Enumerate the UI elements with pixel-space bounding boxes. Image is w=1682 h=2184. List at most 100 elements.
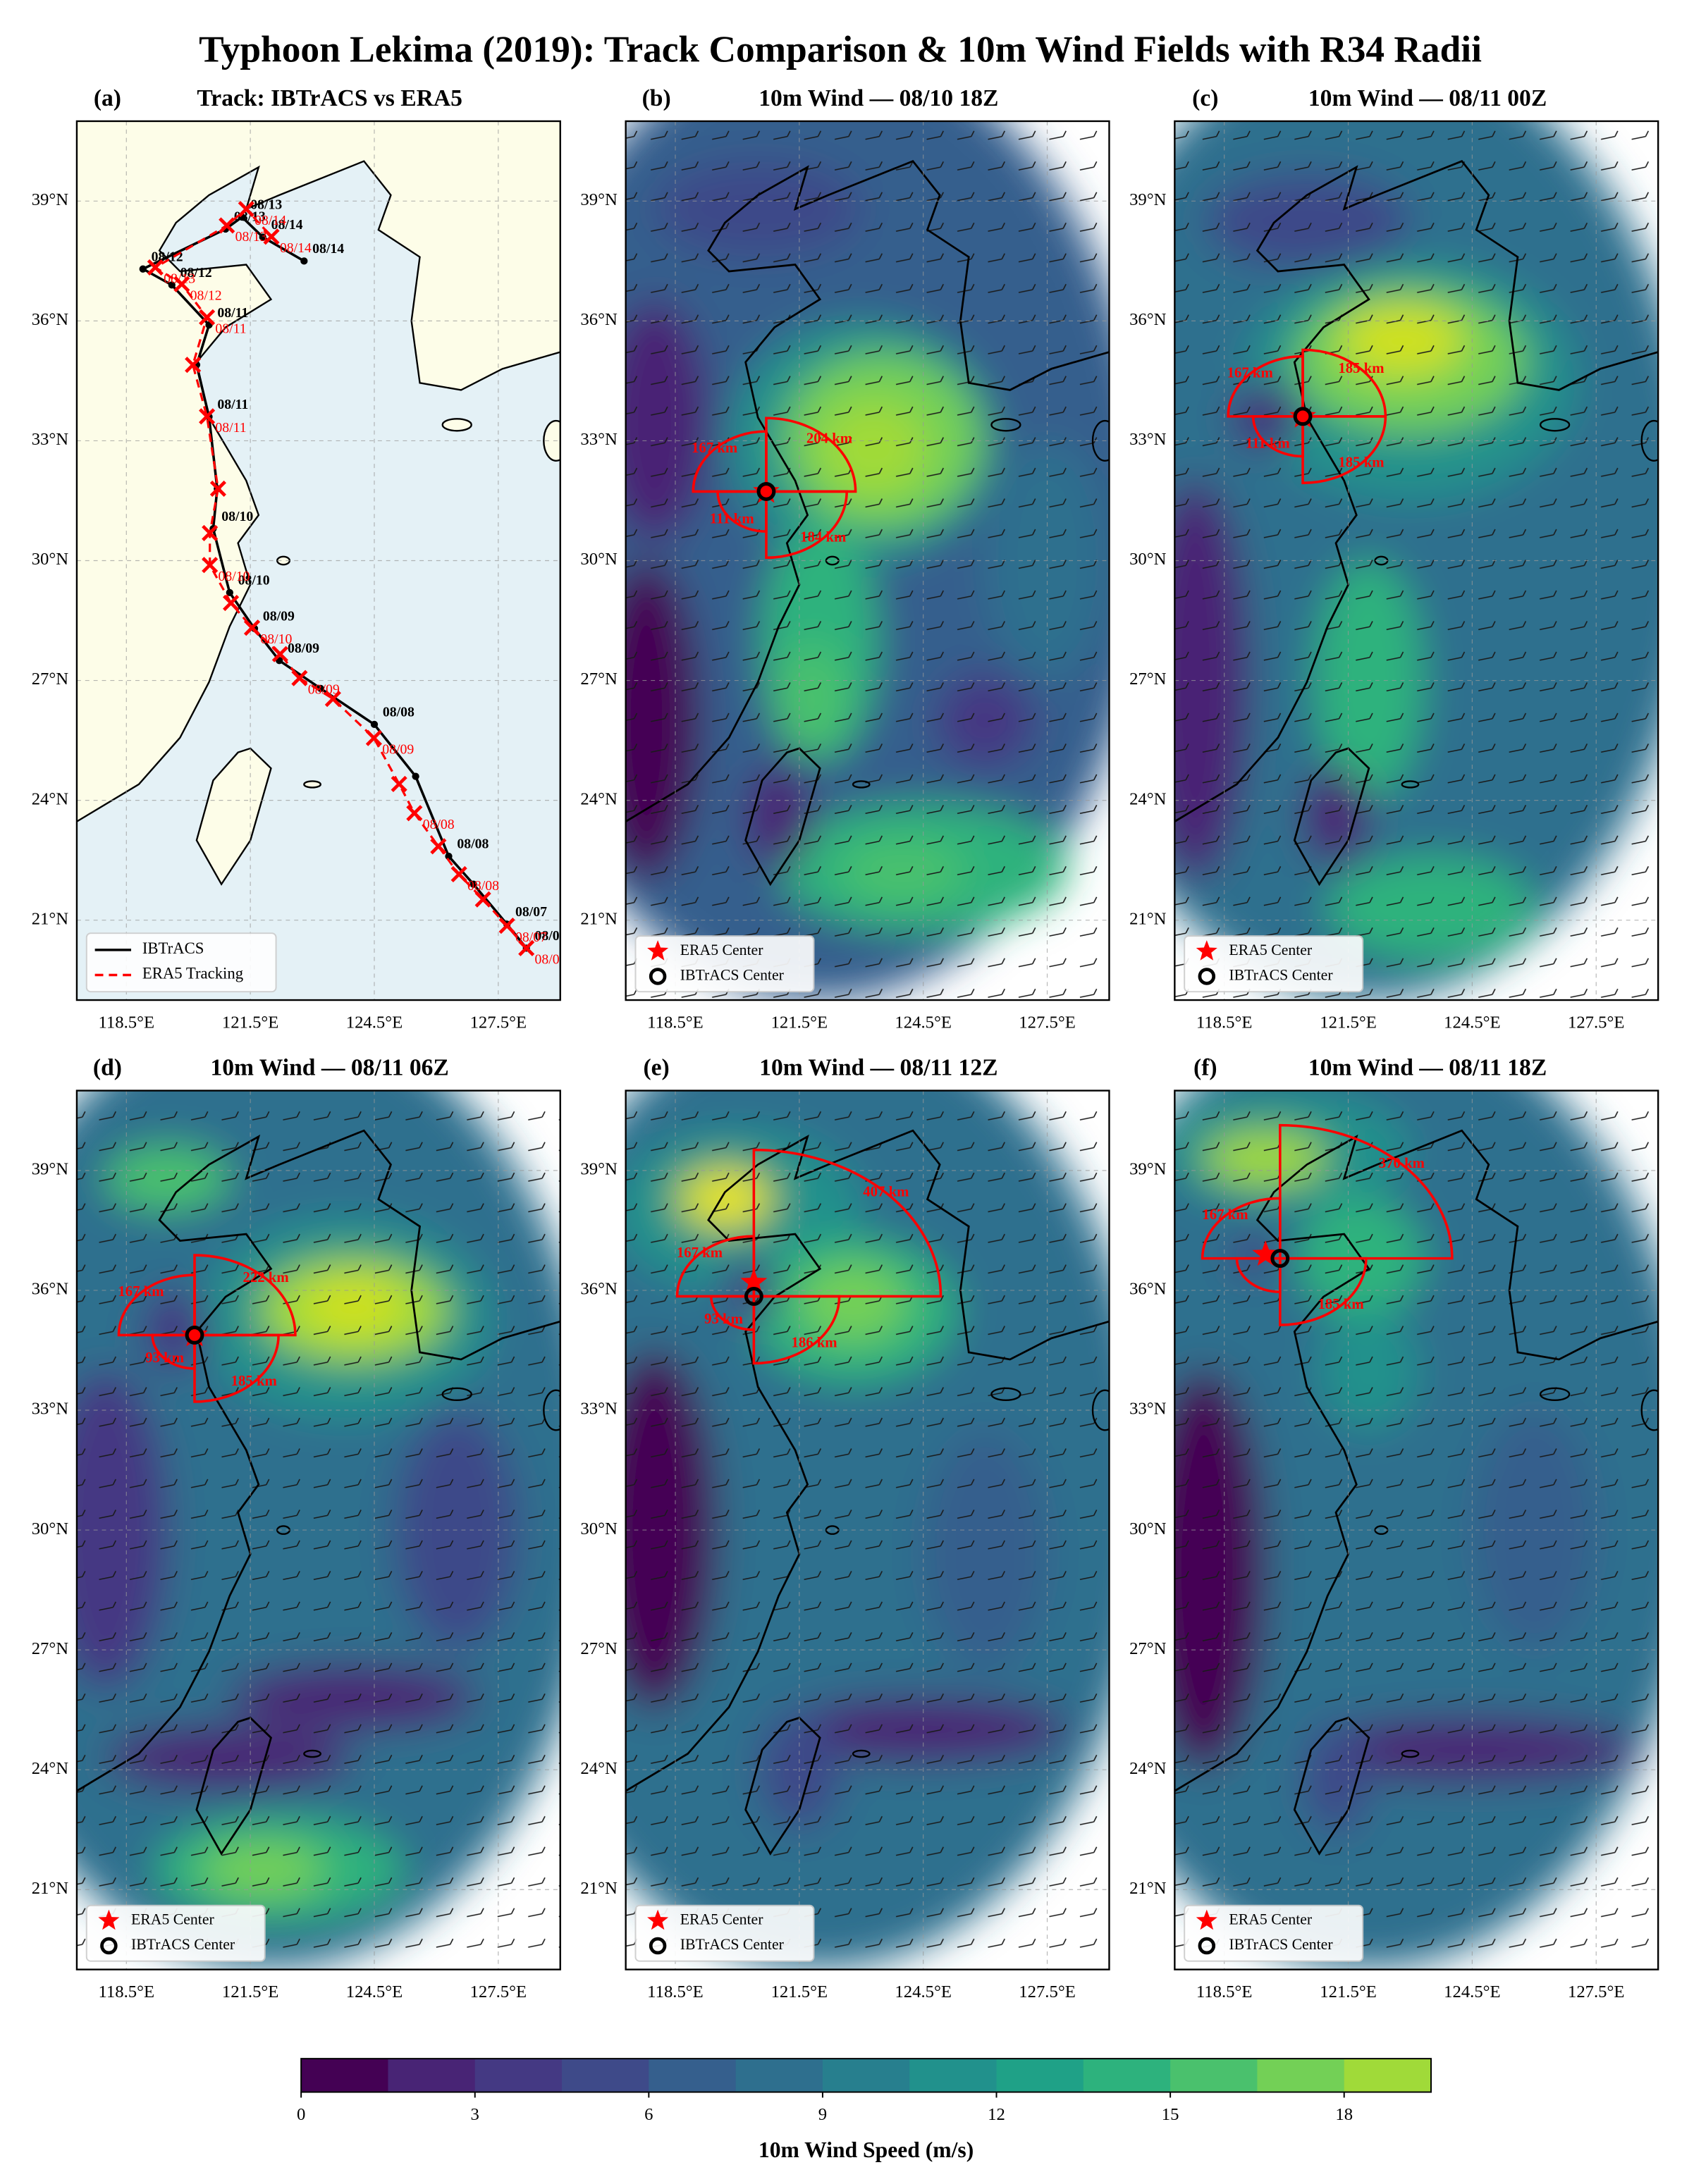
panel: 08/07 08/07 08/08 08/08 08/09 08/09 08/1008/10… bbox=[32, 85, 567, 1032]
r34-label: 407 km bbox=[863, 1184, 909, 1199]
track-date-label: 08/10 bbox=[238, 573, 270, 588]
track-date-label: 08/07 bbox=[535, 928, 567, 944]
track-point bbox=[238, 201, 254, 218]
island bbox=[441, 418, 472, 432]
panel-title: 10m Wind — 08/11 12Z bbox=[759, 1055, 997, 1081]
legend-swatch bbox=[647, 1909, 669, 1930]
track-date-label: 08/08 bbox=[467, 878, 499, 894]
island bbox=[990, 1387, 1021, 1402]
y-tick-label: 39°N bbox=[32, 1160, 69, 1179]
panel-label: (a) bbox=[94, 85, 121, 111]
y-tick-label: 21°N bbox=[32, 1879, 69, 1898]
panel-title: 10m Wind — 08/11 00Z bbox=[1308, 85, 1547, 111]
r34-label: 185 km bbox=[231, 1374, 277, 1389]
ibtracs-center bbox=[185, 1326, 204, 1345]
x-tick-label: 124.5°E bbox=[895, 1982, 952, 2001]
map-area: 370 km 185 km 167 km bbox=[1174, 1090, 1659, 1970]
track-point bbox=[324, 691, 341, 708]
track-date-label: 08/10 bbox=[219, 569, 250, 584]
y-tick-label: 33°N bbox=[1129, 1400, 1167, 1419]
track-point bbox=[185, 357, 202, 374]
r34-label: 185 km bbox=[1338, 361, 1384, 376]
legend-box bbox=[634, 935, 815, 993]
r34-label: 167 km bbox=[1202, 1207, 1248, 1223]
island bbox=[303, 1749, 321, 1758]
panel-label: (b) bbox=[642, 85, 671, 111]
era5-center bbox=[740, 1268, 768, 1294]
island bbox=[1640, 1389, 1659, 1431]
y-tick-label: 39°N bbox=[1129, 1160, 1167, 1179]
era5-center bbox=[181, 1321, 208, 1347]
colorbar-tick-label: 0 bbox=[297, 2105, 305, 2124]
panel-label: (c) bbox=[1192, 85, 1218, 111]
y-tick-label: 36°N bbox=[580, 310, 618, 329]
legend-label: ERA5 Center bbox=[1229, 1911, 1312, 1927]
colorbar-bin bbox=[388, 2059, 476, 2092]
panel: 370 km 185 km 167 km 118.5°E 121.5°E 124.5°E 1… bbox=[1129, 1055, 1659, 2001]
y-tick-label: 39°N bbox=[580, 190, 618, 209]
track-point bbox=[317, 684, 324, 693]
island bbox=[1401, 1749, 1420, 1758]
legend-label: IBTrACS Center bbox=[131, 1936, 235, 1953]
track-point bbox=[450, 865, 467, 883]
track-point bbox=[173, 276, 190, 292]
colorbar-bin bbox=[301, 2059, 389, 2092]
y-tick-label: 33°N bbox=[580, 430, 618, 449]
legend-label: ERA5 Tracking bbox=[142, 965, 243, 982]
panel-title: Track: IBTrACS vs ERA5 bbox=[197, 85, 462, 111]
y-tick-label: 21°N bbox=[32, 909, 69, 928]
x-tick-label: 121.5°E bbox=[222, 1982, 279, 2001]
island bbox=[303, 780, 321, 789]
x-tick-label: 124.5°E bbox=[1444, 1013, 1501, 1032]
r34-sector bbox=[1235, 1257, 1282, 1293]
colorbar-tick-label: 6 bbox=[644, 2105, 653, 2124]
track-date-label: 08/13 bbox=[250, 197, 282, 213]
r34-label: 111 km bbox=[710, 511, 754, 526]
legend-label: IBTrACS Center bbox=[680, 1936, 785, 1953]
legend-label: IBTrACS bbox=[142, 939, 204, 957]
panel-label: (f) bbox=[1193, 1055, 1217, 1081]
r34-sector bbox=[765, 417, 857, 493]
track-point bbox=[259, 233, 266, 241]
track-date-label: 08/08 bbox=[423, 817, 455, 832]
track-date-label: 08/11 bbox=[217, 397, 248, 412]
r34-sector bbox=[675, 1235, 756, 1298]
x-tick-label: 118.5°E bbox=[647, 1982, 704, 2001]
map-area: 185 km 185 km 111 km 167 km bbox=[1174, 121, 1659, 1001]
panel-frame bbox=[75, 1090, 561, 1970]
r34-label: 185 km bbox=[1338, 455, 1384, 470]
x-tick-label: 121.5°E bbox=[222, 1013, 279, 1032]
colorbar-tick-label: 3 bbox=[471, 2105, 479, 2124]
panel-title: 10m Wind — 08/10 18Z bbox=[759, 85, 998, 111]
y-tick-label: 21°N bbox=[580, 909, 618, 928]
ibtracs-center bbox=[756, 481, 776, 501]
track-date-label: 08/09 bbox=[263, 609, 295, 624]
track-point bbox=[168, 281, 176, 289]
track-date-label: 08/09 bbox=[382, 742, 414, 758]
r34-label: 111 km bbox=[1246, 436, 1290, 452]
track-point bbox=[518, 939, 535, 956]
r34-sector bbox=[151, 1333, 196, 1370]
y-tick-label: 36°N bbox=[32, 310, 69, 329]
panel-label: (d) bbox=[93, 1055, 122, 1081]
track-point bbox=[199, 309, 216, 326]
y-tick-label: 24°N bbox=[32, 1759, 69, 1778]
track-point bbox=[370, 720, 379, 729]
r34-sector bbox=[709, 1295, 756, 1331]
y-tick-label: 36°N bbox=[1129, 1280, 1167, 1299]
y-tick-label: 30°N bbox=[32, 550, 69, 569]
colorbar-bin bbox=[1083, 2059, 1172, 2092]
track-point bbox=[445, 852, 453, 860]
legend-label: IBTrACS Center bbox=[1229, 1936, 1333, 1953]
legend-label: ERA5 Center bbox=[131, 1911, 214, 1927]
y-tick-label: 30°N bbox=[580, 550, 618, 569]
r34-label: 167 km bbox=[118, 1284, 164, 1300]
track-point bbox=[469, 880, 477, 888]
y-tick-label: 27°N bbox=[32, 670, 69, 689]
ibtracs-center bbox=[1293, 407, 1313, 426]
track-date-label: 08/07 bbox=[515, 904, 547, 920]
x-tick-label: 127.5°E bbox=[1568, 1013, 1625, 1032]
track-point bbox=[391, 775, 407, 792]
colorbar-bin bbox=[1170, 2059, 1258, 2092]
r34-label: 167 km bbox=[692, 440, 737, 456]
